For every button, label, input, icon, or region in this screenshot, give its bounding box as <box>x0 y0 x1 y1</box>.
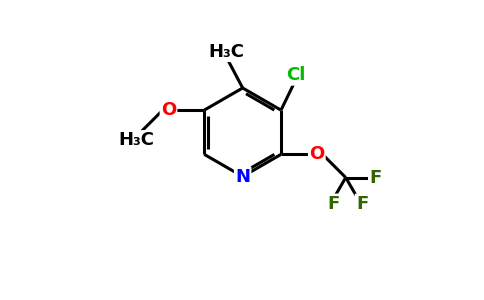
Text: F: F <box>327 195 339 213</box>
Text: O: O <box>309 146 324 164</box>
Text: F: F <box>369 169 381 187</box>
Text: H₃C: H₃C <box>118 131 154 149</box>
Text: F: F <box>356 195 368 213</box>
Text: O: O <box>161 101 176 119</box>
Text: Cl: Cl <box>286 67 305 85</box>
Text: N: N <box>235 167 250 185</box>
Text: H₃C: H₃C <box>208 43 244 61</box>
